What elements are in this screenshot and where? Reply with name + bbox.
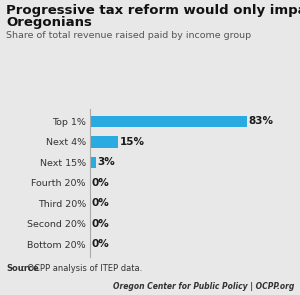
Text: Share of total revenue raised paid by income group: Share of total revenue raised paid by in… [6, 31, 251, 40]
Bar [90, 136, 118, 148]
Text: 0%: 0% [92, 219, 109, 229]
Text: 83%: 83% [248, 117, 273, 127]
Text: : OCPP analysis of ITEP data.: : OCPP analysis of ITEP data. [22, 264, 142, 273]
Bar [90, 116, 247, 127]
Text: Source: Source [6, 264, 39, 273]
Text: 0%: 0% [92, 178, 109, 188]
Text: 15%: 15% [120, 137, 145, 147]
Bar [90, 157, 96, 168]
Text: 0%: 0% [92, 239, 109, 249]
Text: Oregon Center for Public Policy | OCPP.org: Oregon Center for Public Policy | OCPP.o… [112, 282, 294, 291]
Text: 0%: 0% [92, 198, 109, 208]
Text: 3%: 3% [97, 158, 115, 168]
Text: Oregonians: Oregonians [6, 16, 92, 29]
Text: Progressive tax reform would only impact the richest: Progressive tax reform would only impact… [6, 4, 300, 17]
